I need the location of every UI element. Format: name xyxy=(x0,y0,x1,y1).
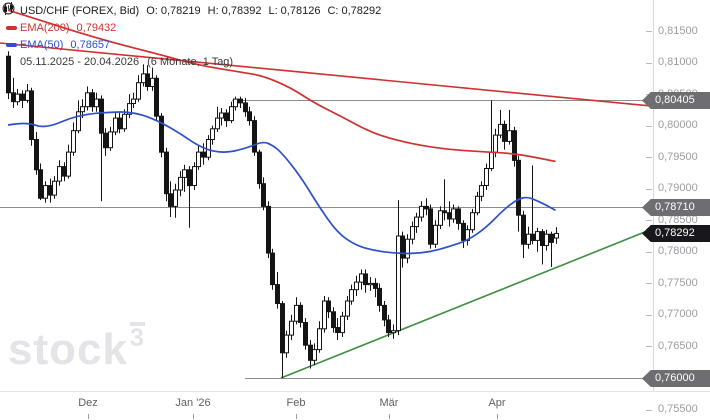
price-tick-label: 0,80000 xyxy=(658,119,698,131)
ema200-row: EMA(200) 0,79432 xyxy=(2,19,381,36)
time-tick-label: Feb xyxy=(286,397,306,409)
level-price-badge: 0,80405 xyxy=(642,92,710,109)
price-tick-label: 0,76500 xyxy=(658,340,698,352)
stock3-logo-watermark: stock 3 xyxy=(8,322,145,374)
ohlc-values: O: 0,78219 H: 0,78392 L: 0,78126 C: 0,78292 xyxy=(139,5,381,17)
period-detail: (6 Monate, 1 Tag) xyxy=(147,55,234,68)
time-tick xyxy=(389,414,390,419)
price-tick xyxy=(646,252,652,253)
price-tick-label: 0,81000 xyxy=(658,56,698,68)
price-tick xyxy=(646,220,652,221)
price-tick xyxy=(646,63,652,64)
instrument-name: USD/CHF (FOREX, Bid) xyxy=(20,4,140,17)
instrument-row: USD/CHF (FOREX, Bid) O: 0,78219 H: 0,7839… xyxy=(2,2,381,19)
time-tick-label: Mär xyxy=(379,397,399,409)
time-tick-label: Dez xyxy=(78,397,98,409)
last-price-badge: 0,78292 xyxy=(642,225,710,242)
ohlc-item: H: 0,78392 xyxy=(207,4,262,17)
ema200-value: 0,79432 xyxy=(76,21,117,34)
price-tick-label: 0,75500 xyxy=(658,403,698,415)
price-tick xyxy=(646,126,652,127)
time-tick xyxy=(88,414,89,419)
ohlc-item: O: 0,78219 xyxy=(146,4,201,17)
price-tick-label: 0,78500 xyxy=(658,214,698,226)
price-tick-label: 0,77000 xyxy=(658,308,698,320)
ema50-swatch-icon xyxy=(2,42,20,47)
period-range: 05.11.2025 - 20.04.2026 xyxy=(20,55,140,68)
ema50-value: 0,78657 xyxy=(70,38,111,51)
price-tick-label: 0,77500 xyxy=(658,277,698,289)
time-axis[interactable] xyxy=(0,391,710,420)
ema50-label: EMA(50) xyxy=(20,38,64,51)
ema200-label: EMA(200) xyxy=(20,21,70,34)
price-tick-label: 0,79500 xyxy=(658,151,698,163)
logo-bar xyxy=(129,322,145,326)
time-tick xyxy=(193,414,194,419)
time-axis-separator xyxy=(0,391,710,392)
price-axis-separator xyxy=(653,0,654,391)
level-price-badge: 0,78710 xyxy=(642,199,710,216)
time-tick-label: Jan '26 xyxy=(175,397,211,409)
time-tick xyxy=(296,414,297,419)
level-price-badge: 0,76000 xyxy=(642,370,710,387)
ema50-row: EMA(50) 0,78657 xyxy=(2,36,381,53)
price-tick-label: 0,78000 xyxy=(658,245,698,257)
price-tick-label: 0,79000 xyxy=(658,182,698,194)
time-tick-label: Apr xyxy=(488,397,506,409)
price-tick-label: 0,81500 xyxy=(658,25,698,37)
price-tick xyxy=(646,157,652,158)
price-tick xyxy=(646,315,652,316)
ohlc-item: C: 0,78292 xyxy=(327,4,382,17)
ema200-swatch-icon xyxy=(2,25,20,30)
price-tick xyxy=(646,283,652,284)
price-axis[interactable] xyxy=(653,0,710,391)
price-tick xyxy=(646,189,652,190)
time-tick xyxy=(497,414,498,419)
chart-legend: USD/CHF (FOREX, Bid) O: 0,78219 H: 0,7839… xyxy=(2,2,381,70)
price-tick xyxy=(646,31,652,32)
ohlc-item: L: 0,78126 xyxy=(268,4,321,17)
period-row: 05.11.2025 - 20.04.2026 (6 Monate, 1 Tag… xyxy=(2,2,381,70)
price-tick xyxy=(646,410,652,411)
price-tick xyxy=(646,346,652,347)
